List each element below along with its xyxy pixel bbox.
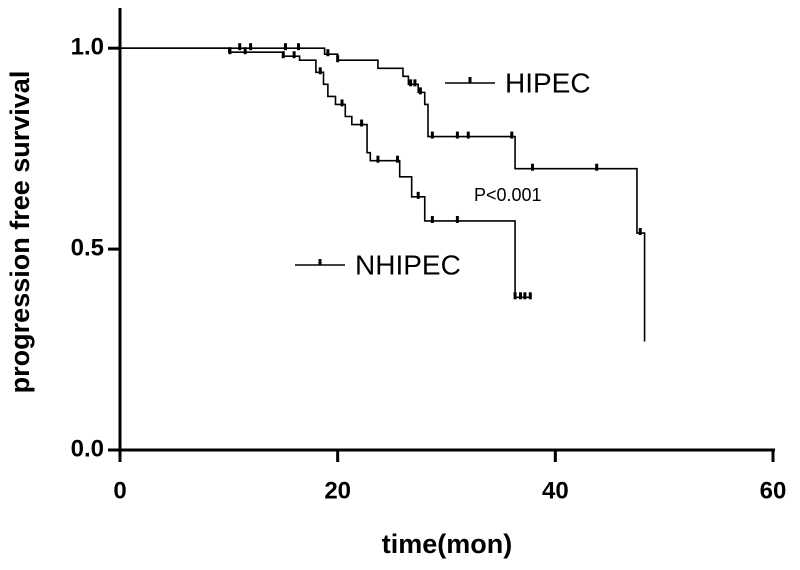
y-tick-label: 0.5 <box>71 234 104 261</box>
annotation: P<0.001 <box>474 185 542 205</box>
x-tick-label: 20 <box>324 477 351 504</box>
x-axis-title: time(mon) <box>382 529 513 559</box>
legend-label: NHIPEC <box>355 249 461 280</box>
legend-label: HIPEC <box>505 67 591 98</box>
y-tick-label: 1.0 <box>71 34 104 61</box>
y-tick-label: 0.0 <box>71 435 104 462</box>
survival-line <box>120 47 531 299</box>
y-axis-title: progression free survival <box>5 71 35 394</box>
x-tick-label: 0 <box>113 477 126 504</box>
x-tick-label: 60 <box>760 477 787 504</box>
x-tick-label: 40 <box>542 477 569 504</box>
